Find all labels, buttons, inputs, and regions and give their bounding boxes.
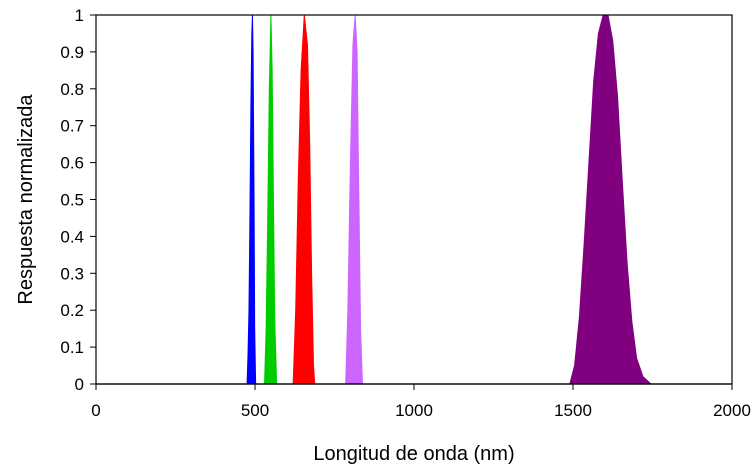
y-tick-label: 0.5 xyxy=(60,191,84,210)
x-tick-label: 0 xyxy=(91,401,100,420)
y-tick-label: 0.3 xyxy=(60,264,84,283)
y-axis: 0 0.1 0.2 0.3 0.4 0.5 0.6 0.7 0.8 0.9 1 xyxy=(60,6,96,394)
series-band-2 xyxy=(264,14,278,385)
y-tick-label: 0.2 xyxy=(60,301,84,320)
y-tick-label: 0 xyxy=(75,375,84,394)
y-tick-label: 0.1 xyxy=(60,338,84,357)
series-layer xyxy=(246,14,653,385)
y-tick-label: 0.9 xyxy=(60,43,84,62)
x-tick-label: 500 xyxy=(241,401,269,420)
series-band-1 xyxy=(246,14,257,385)
x-tick-label: 1500 xyxy=(554,401,592,420)
y-tick-label: 0.8 xyxy=(60,80,84,99)
x-axis-title: Longitud de onda (nm) xyxy=(313,443,514,465)
series-band-5 xyxy=(569,14,653,385)
series-band-4 xyxy=(345,14,363,385)
y-tick-label: 0.6 xyxy=(60,154,84,173)
y-tick-label: 1 xyxy=(75,6,84,25)
x-tick-label: 1000 xyxy=(395,401,433,420)
x-axis: 0 500 1000 1500 2000 xyxy=(91,383,751,420)
y-tick-label: 0.7 xyxy=(60,117,84,136)
plot-area xyxy=(96,15,732,384)
x-tick-label: 2000 xyxy=(713,401,751,420)
series-band-3 xyxy=(292,14,316,385)
y-tick-label: 0.4 xyxy=(60,227,84,246)
y-axis-title: Respuesta normalizada xyxy=(15,94,37,305)
